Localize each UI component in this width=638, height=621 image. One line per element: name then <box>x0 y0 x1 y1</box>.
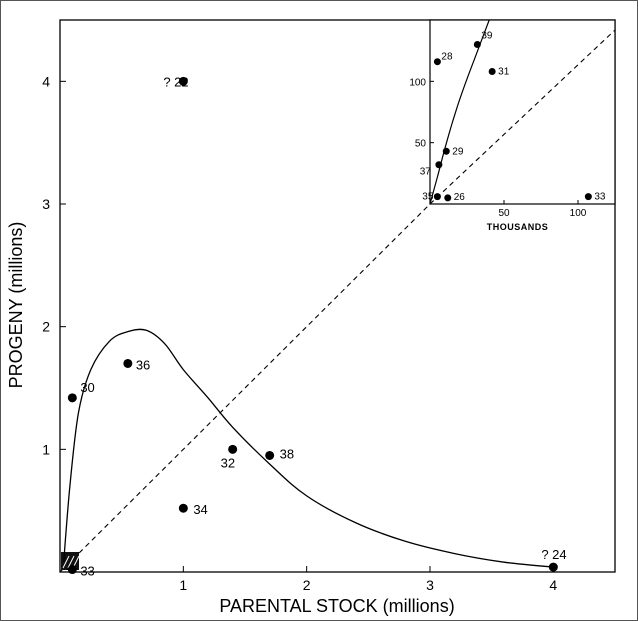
inset-point-label-28: 28 <box>441 52 453 63</box>
data-point-32 <box>228 444 238 454</box>
inset-y-tick-label: 100 <box>409 77 426 88</box>
inset-point-33 <box>584 193 592 201</box>
origin-box-hatch <box>62 555 70 569</box>
data-point-24 <box>548 562 558 572</box>
origin-box-hatch <box>67 555 75 569</box>
x-axis-title: PARENTAL STOCK (millions) <box>219 596 454 616</box>
inset-replacement-line <box>429 29 616 205</box>
data-point-34 <box>178 503 188 513</box>
inset-point-label-35: 35 <box>422 192 434 203</box>
data-point-33 <box>67 565 77 575</box>
inset-x-axis-title: THOUSANDS <box>487 222 549 232</box>
point-label-34: 34 <box>193 502 207 517</box>
inset-x-tick-label: 50 <box>498 208 510 219</box>
data-point-36 <box>123 358 133 368</box>
inset-x-tick-label: 100 <box>570 208 587 219</box>
inset-point-26 <box>444 194 452 202</box>
point-label-22: ? 22 <box>163 74 188 89</box>
point-label-24: ? 24 <box>541 547 566 562</box>
inset-point-label-31: 31 <box>498 67 510 78</box>
inset-point-37 <box>435 161 443 169</box>
inset-point-39 <box>473 41 481 49</box>
inset-point-28 <box>433 58 441 66</box>
x-tick-label: 4 <box>549 577 557 593</box>
inset-point-29 <box>442 147 450 155</box>
point-label-32: 32 <box>221 455 235 470</box>
data-point-30 <box>67 393 77 403</box>
y-tick-label: 1 <box>42 441 50 457</box>
inset-point-label-37: 37 <box>420 167 432 178</box>
y-tick-label: 3 <box>42 196 50 212</box>
inset-point-label-29: 29 <box>452 146 464 157</box>
point-label-33: 33 <box>80 564 94 579</box>
x-tick-label: 2 <box>303 577 311 593</box>
data-point-22 <box>178 76 188 86</box>
point-label-38: 38 <box>280 446 294 461</box>
x-tick-label: 3 <box>426 577 434 593</box>
y-tick-label: 2 <box>42 319 50 335</box>
y-tick-label: 4 <box>42 73 50 89</box>
inset-y-tick-label: 50 <box>415 139 427 150</box>
point-label-36: 36 <box>136 357 150 372</box>
plot-area-border <box>59 19 616 573</box>
inset-point-label-26: 26 <box>454 192 466 203</box>
inset-plot: 50 100 50 100 THOUSANDS 39 28 31 29 37 35 26 33 <box>409 19 616 232</box>
recruitment-curve <box>63 328 554 568</box>
point-label-30: 30 <box>80 380 94 395</box>
inset-border <box>429 19 616 205</box>
y-axis-title: PROGENY (millions) <box>6 222 26 389</box>
inset-point-label-33: 33 <box>594 192 606 203</box>
x-tick-label: 1 <box>179 577 187 593</box>
inset-point-31 <box>488 68 496 76</box>
inset-point-label-39: 39 <box>481 31 493 42</box>
data-point-38 <box>265 450 275 460</box>
inset-point-35 <box>433 193 441 201</box>
